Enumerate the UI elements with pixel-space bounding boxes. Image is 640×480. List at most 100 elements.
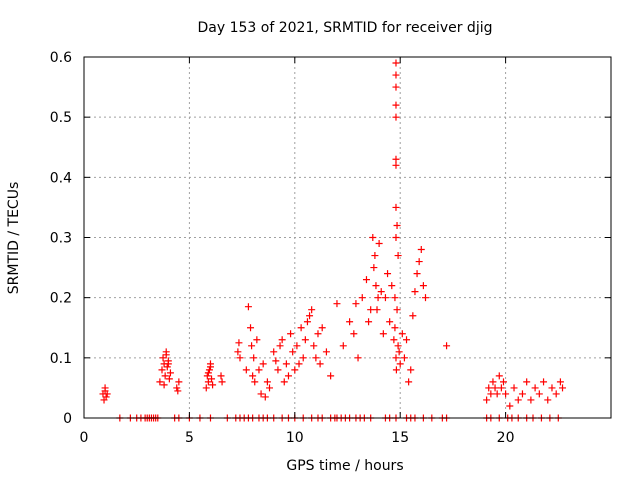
y-tick-label: 0.6 [50,50,72,66]
data-point [374,294,382,302]
data-point [278,336,286,344]
data-point [391,294,399,302]
data-point [333,300,341,308]
data-point [346,318,354,326]
data-point [235,339,243,347]
data-point [306,312,314,320]
data-point [164,360,172,368]
data-point [419,282,427,290]
data-point [156,378,164,386]
data-point [295,360,303,368]
data-point [259,360,267,368]
data-point [510,384,518,392]
data-point [303,318,311,326]
data-point [284,372,292,380]
data-point [495,372,503,380]
data-point [247,324,255,332]
data-point [318,324,326,332]
data-point [491,384,499,392]
data-point [244,303,252,311]
x-tick-label: 20 [497,430,515,446]
data-point [392,234,400,241]
data-point [218,378,226,386]
data-point [398,330,406,338]
x-axis-label: GPS time / hours [286,458,403,474]
data-point [354,354,362,362]
data-point [391,324,399,332]
data-point [289,348,297,356]
data-point [204,369,212,377]
data-point [280,378,288,386]
data-point [384,270,392,278]
data-point [548,384,556,392]
data-point [417,246,425,254]
data-point [388,282,396,290]
data-point [493,390,501,398]
data-point [274,366,282,374]
data-point [375,240,383,248]
data-point [544,396,552,404]
data-point [160,381,168,389]
data-point [257,390,265,398]
data-point [173,384,181,392]
data-point [236,354,244,362]
data-point [103,390,111,398]
chart-title: Day 153 of 2021, SRMTID for receiver dji… [198,20,493,36]
data-point [523,378,531,386]
data-point [392,161,400,169]
data-point [392,83,400,91]
data-point [339,342,347,350]
data-point [327,372,335,380]
data-point [322,348,330,356]
data-point [403,336,411,344]
data-point [392,101,400,109]
data-point [242,366,250,374]
data-point [297,324,305,332]
data-point [407,366,415,374]
data-point [301,336,309,344]
data-point [514,396,522,404]
data-point [395,348,403,356]
grid-layer [84,57,611,418]
data-point [270,348,278,356]
y-tick-label: 0.1 [50,351,72,367]
data-point [266,384,274,392]
data-point [413,270,421,278]
data-point [405,378,413,386]
data-point [159,354,167,362]
data-point [203,372,211,380]
data-point [358,294,366,302]
data-point [506,402,514,410]
data-point [208,375,216,383]
data-point [502,390,510,398]
data-point [483,396,491,404]
data-point [365,318,373,326]
data-point [487,390,495,398]
data-point [394,342,402,350]
data-point [253,336,261,344]
data-point [217,372,225,380]
data-point [379,330,387,338]
data-point [282,360,290,368]
data-point [556,378,564,386]
data-point [204,378,212,386]
y-tick-label: 0.5 [50,110,72,126]
data-point [552,390,560,398]
data-point [202,384,210,392]
data-point [394,252,402,260]
data-point [206,363,214,371]
data-point [272,357,280,365]
y-tick-label: 0 [63,411,72,427]
data-point [540,378,548,386]
data-point [489,378,497,386]
data-point [559,384,567,392]
data-point [497,384,505,392]
data-point [163,363,171,371]
data-point [316,360,324,368]
x-tick-label: 15 [391,430,409,446]
data-point [372,282,380,290]
data-point [174,387,182,395]
x-tick-label: 5 [185,430,194,446]
data-point [415,258,423,266]
axis-layer: 0 0.1 0.2 0.3 0.4 0.5 0.6 0 5 10 15 20 [50,50,611,446]
